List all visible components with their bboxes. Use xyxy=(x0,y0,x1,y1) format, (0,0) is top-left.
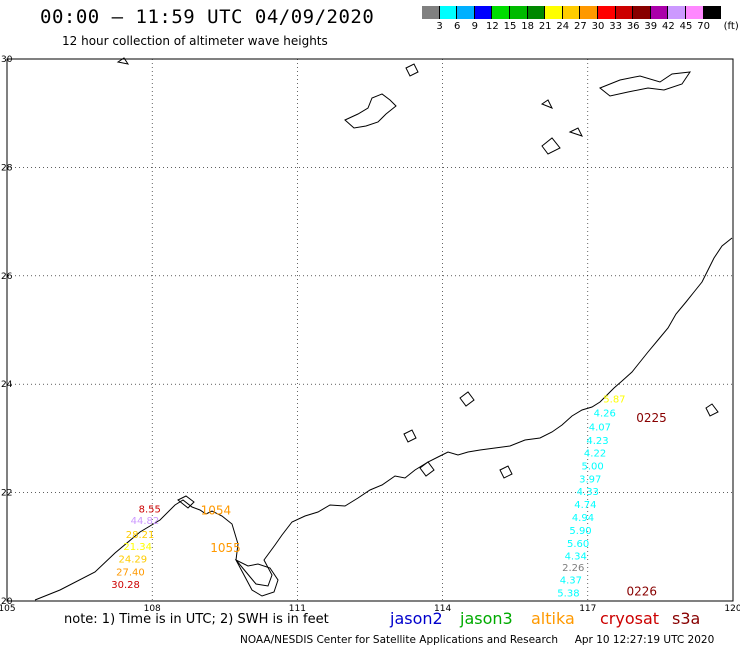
wave-height-value: 5.87 xyxy=(603,395,625,406)
pass-time-label: 0226 xyxy=(627,585,658,599)
scale-swatch xyxy=(668,6,686,19)
map-frame xyxy=(6,58,734,602)
scale-label: 6 xyxy=(454,21,461,32)
wave-height-value: 2.26 xyxy=(562,563,584,574)
footer-note: note: 1) Time is in UTC; 2) SWH is in fe… xyxy=(64,612,329,627)
wave-height-value: 4.94 xyxy=(572,513,594,524)
scale-swatch xyxy=(615,6,634,19)
wave-height-value: 44.82 xyxy=(131,516,160,527)
scale-label: 21 xyxy=(538,21,552,32)
scale-label: 12 xyxy=(486,21,499,32)
wave-height-value: 3.97 xyxy=(579,474,601,485)
longitude-tick-label: 114 xyxy=(434,604,451,614)
scale-label: 9 xyxy=(471,21,478,32)
satellite-legend-item: jason3 xyxy=(460,609,513,628)
pass-time-label: 1054 xyxy=(201,503,232,517)
wave-height-value: 5.90 xyxy=(569,526,591,537)
scale-swatch xyxy=(422,6,440,19)
pass-time-labels: 0225 0226 1054 1055 xyxy=(201,411,667,598)
scale-swatch xyxy=(474,6,493,19)
scale-label: 70 xyxy=(697,21,710,32)
coastline xyxy=(34,57,733,601)
wave-height-value: 24.29 xyxy=(119,555,148,566)
map-subtitle: 12 hour collection of altimeter wave hei… xyxy=(62,34,328,48)
wave-height-value: 21.34 xyxy=(123,542,152,553)
scale-swatch xyxy=(562,6,581,19)
scale-label: 33 xyxy=(609,21,622,32)
scale-swatch xyxy=(457,6,475,19)
longitude-tick-label: 105 xyxy=(0,604,16,614)
wave-height-value: 4.33 xyxy=(577,487,599,498)
credit-text: NOAA/NESDIS Center for Satellite Applica… xyxy=(240,634,558,646)
longitude-tick-label: 120 xyxy=(724,604,740,614)
scale-swatch xyxy=(492,6,510,19)
wave-height-value: 5.60 xyxy=(567,539,589,550)
satellite-legend-item: jason2 xyxy=(390,609,443,628)
wave-height-value: 4.22 xyxy=(584,448,606,459)
latitude-tick-label: 22 xyxy=(1,489,12,499)
wave-height-value: 4.74 xyxy=(574,500,596,511)
wave-height-value: 8.55 xyxy=(139,505,161,516)
scale-label: 3 xyxy=(436,21,443,32)
wave-height-value: 4.23 xyxy=(586,436,608,447)
scale-label: 42 xyxy=(662,21,675,32)
wave-height-value: 27.40 xyxy=(116,568,145,579)
scale-label: 18 xyxy=(521,21,534,32)
scale-label: 27 xyxy=(574,21,587,32)
scale-label: 45 xyxy=(679,21,693,32)
longitude-tick-label: 108 xyxy=(144,604,161,614)
scale-swatch xyxy=(527,6,546,19)
latitude-tick-label: 20 xyxy=(1,597,13,607)
footer-credit: NOAA/NESDIS Center for Satellite Applica… xyxy=(240,634,714,646)
lat-lon-grid xyxy=(6,58,734,602)
wave-height-value: 30.28 xyxy=(111,580,140,591)
scale-swatch xyxy=(597,6,616,19)
scale-label: 39 xyxy=(644,21,658,32)
scale-swatch xyxy=(633,6,651,19)
wave-height-value: 4.26 xyxy=(594,409,616,420)
scale-swatch xyxy=(545,6,563,19)
satellite-legend-item: s3a xyxy=(672,609,701,628)
scale-label: 36 xyxy=(626,21,640,32)
generation-timestamp: Apr 10 12:27:19 UTC 2020 xyxy=(574,634,715,646)
pass-time-label: 0225 xyxy=(636,411,667,425)
scale-label: 15 xyxy=(503,21,517,32)
map-title: 00:00 – 11:59 UTC 04/09/2020 xyxy=(40,6,375,28)
wave-height-value: 5.00 xyxy=(582,461,604,472)
scale-unit-label: (ft) xyxy=(723,21,739,32)
color-scale-labels: 3 6 9 12 15 18 21 24 27 30 33 36 39 42 45 70 (ft) xyxy=(422,21,738,35)
satellite-legend-item: cryosat xyxy=(600,609,660,628)
scale-swatch xyxy=(439,6,458,19)
axis-tick-labels: 105 108 111 114 117 120 30 28 26 24 22 20 xyxy=(0,55,740,614)
longitude-tick-label: 117 xyxy=(579,604,596,614)
color-scale xyxy=(422,6,722,19)
wave-height-value: 5.38 xyxy=(557,589,579,600)
map-border xyxy=(6,58,734,602)
longitude-tick-label: 111 xyxy=(289,604,306,614)
wave-height-value: 4.37 xyxy=(560,576,582,587)
wave-height-value: 4.07 xyxy=(589,422,611,433)
pass-time-label: 1055 xyxy=(210,541,241,555)
latitude-tick-label: 24 xyxy=(1,380,13,390)
scale-swatch xyxy=(509,6,528,19)
wave-height-value: 28.21 xyxy=(126,530,155,541)
scale-swatch xyxy=(685,6,704,19)
scale-swatch xyxy=(703,6,722,19)
wave-height-value: 4.34 xyxy=(565,551,587,562)
latitude-tick-label: 28 xyxy=(1,163,13,173)
scale-label: 30 xyxy=(591,21,605,32)
scale-swatch xyxy=(650,6,669,19)
latitude-tick-label: 30 xyxy=(1,55,13,65)
satellite-legend-item: altika xyxy=(531,609,575,628)
latitude-tick-label: 26 xyxy=(1,272,13,282)
scale-swatch xyxy=(580,6,598,19)
scale-label: 24 xyxy=(556,21,570,32)
